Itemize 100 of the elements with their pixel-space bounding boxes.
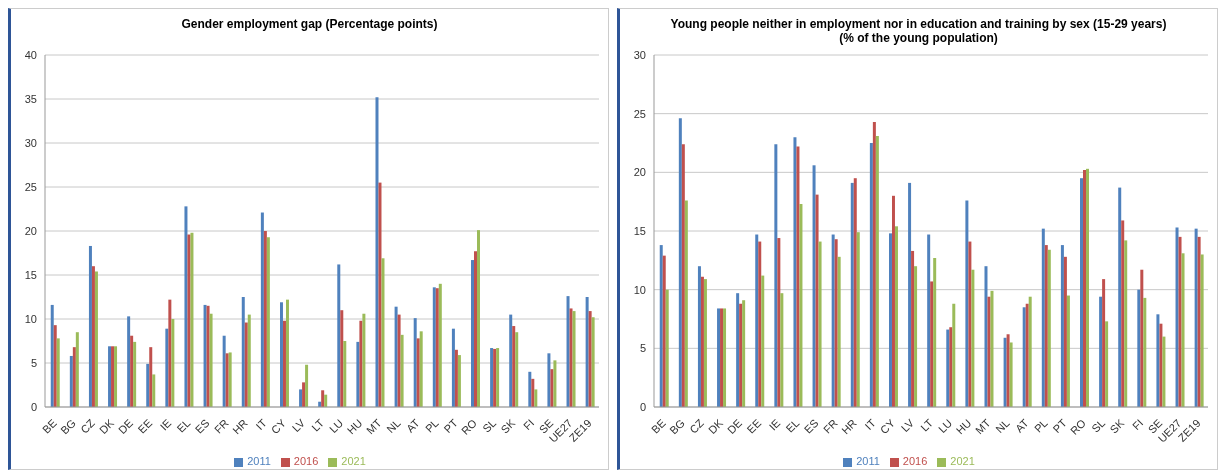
- bar: [777, 238, 781, 407]
- bar: [356, 341, 360, 407]
- bar: [872, 121, 876, 407]
- bar: [681, 144, 685, 407]
- bar: [53, 325, 57, 407]
- bar: [1181, 253, 1185, 407]
- bar: [337, 264, 341, 407]
- x-tick-label: HU: [344, 416, 365, 437]
- x-tick-label: ES: [801, 416, 821, 436]
- legend-label: 2021: [341, 455, 366, 467]
- x-tick-label: CY: [268, 416, 289, 437]
- bar: [94, 271, 98, 407]
- chart-title: Gender employment gap (Percentage points): [180, 17, 439, 31]
- bar: [241, 297, 245, 407]
- x-tick-label: SK: [1107, 416, 1127, 436]
- legend-label: 2016: [902, 455, 928, 467]
- bar: [260, 212, 264, 407]
- bar: [397, 314, 401, 407]
- bar: [152, 374, 156, 407]
- y-tick-label: 30: [24, 136, 37, 149]
- x-tick-label: BE: [648, 416, 668, 436]
- bar: [279, 302, 283, 407]
- bar: [566, 296, 570, 407]
- legend-label: 2016: [293, 455, 319, 467]
- bar: [588, 311, 592, 407]
- x-tick-label: AT: [1012, 416, 1031, 435]
- bar: [799, 204, 803, 407]
- bar: [222, 335, 226, 407]
- x-tick-label: LV: [898, 416, 917, 435]
- legend-label: 2011: [247, 455, 271, 467]
- bar: [1194, 228, 1198, 407]
- bar: [75, 332, 79, 407]
- x-tick-label: AT: [403, 416, 422, 435]
- y-tick-label: 5: [639, 342, 646, 355]
- bar: [984, 266, 988, 407]
- x-tick-label: BE: [39, 416, 59, 436]
- bar: [146, 363, 150, 407]
- bar: [400, 334, 404, 407]
- y-tick-label: 30: [633, 48, 646, 61]
- chart-subtitle: (% of the young population): [838, 31, 999, 45]
- x-tick-label: CZ: [687, 416, 707, 436]
- bar: [585, 297, 589, 407]
- bar: [990, 290, 994, 407]
- bar: [244, 322, 248, 407]
- bar: [1086, 168, 1090, 407]
- bar: [1105, 321, 1109, 407]
- bar: [56, 338, 60, 407]
- bar: [438, 283, 442, 407]
- bar: [419, 331, 423, 407]
- x-tick-label: HU: [953, 416, 974, 437]
- x-tick-label: CY: [877, 416, 898, 437]
- y-tick-label: 5: [30, 356, 37, 369]
- x-tick-label: DK: [96, 416, 117, 437]
- bar: [88, 245, 92, 407]
- legend-label: 2011: [856, 455, 880, 467]
- bar: [891, 195, 895, 407]
- bar: [853, 178, 857, 407]
- bar: [394, 306, 398, 407]
- bar: [474, 251, 478, 407]
- x-tick-label: LT: [309, 416, 327, 434]
- x-tick-label: LU: [935, 416, 955, 436]
- bar: [968, 241, 972, 407]
- x-tick-label: IT: [253, 416, 270, 433]
- x-tick-label: HR: [839, 416, 859, 437]
- bar: [1028, 296, 1032, 407]
- bar: [1137, 289, 1141, 407]
- bar: [697, 266, 701, 407]
- bar: [1047, 249, 1051, 407]
- x-tick-label: RO: [1067, 416, 1089, 437]
- bar: [515, 332, 519, 407]
- bar: [911, 250, 915, 407]
- bar: [477, 230, 481, 407]
- x-tick-label: PT: [441, 416, 461, 436]
- bar: [375, 97, 379, 407]
- bar: [471, 260, 475, 407]
- bar: [774, 144, 778, 407]
- x-tick-label: PT: [1050, 416, 1070, 436]
- x-tick-label: MT: [363, 416, 384, 437]
- bar: [550, 369, 554, 407]
- bar: [987, 296, 991, 407]
- bar: [531, 378, 535, 407]
- bar: [321, 390, 325, 407]
- bar: [451, 328, 455, 407]
- y-tick-label: 20: [633, 166, 646, 179]
- bar: [171, 319, 175, 407]
- bar: [1118, 187, 1122, 407]
- bar: [127, 316, 131, 407]
- y-tick-label: 0: [639, 400, 646, 413]
- bar: [930, 281, 934, 407]
- bar: [927, 234, 931, 407]
- bar: [815, 194, 819, 407]
- x-tick-label: FI: [1129, 416, 1146, 433]
- bar: [1060, 245, 1064, 407]
- bar: [247, 314, 251, 407]
- bar: [266, 237, 270, 407]
- x-tick-label: IE: [766, 416, 783, 433]
- bar: [591, 317, 595, 407]
- bar: [831, 234, 835, 407]
- bar: [684, 200, 688, 407]
- x-tick-label: FR: [211, 416, 231, 436]
